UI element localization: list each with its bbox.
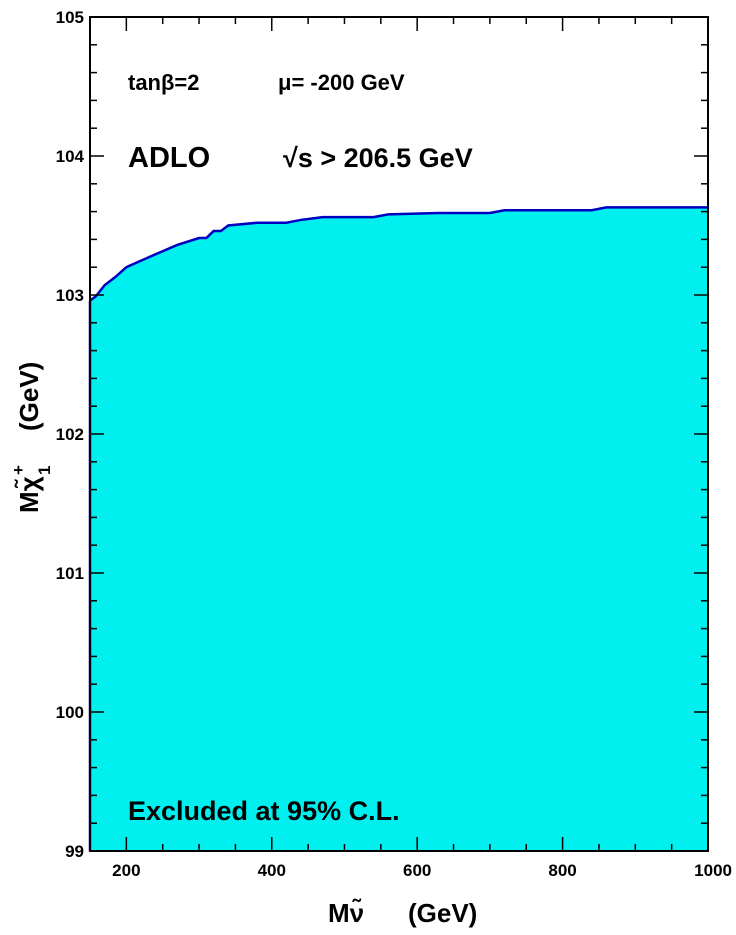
annotation-excluded-region: Excluded at 95% C.L.: [128, 796, 400, 826]
annotation-energy: √s > 206.5 GeV: [283, 143, 473, 173]
exclusion-boundary-line: [89, 206, 708, 302]
plot-area: 200 400 600 800 1000 99 100 101 102 103 104 105: [56, 8, 732, 880]
x-tick-label: 1000: [694, 861, 732, 880]
y-axis-label: Mχ̃: [14, 476, 44, 513]
annotation-experiment: ADLO: [128, 142, 210, 174]
annotation-tanbeta: tanβ=2: [128, 70, 200, 95]
y-tick-label: 102: [56, 425, 84, 444]
x-axis-title: Mν̃ (GeV): [328, 898, 477, 928]
y-axis-label-superscript: +: [9, 465, 28, 475]
x-tick-label: 600: [403, 861, 431, 880]
y-axis-title: Mχ̃ + 1 (GeV): [9, 362, 54, 513]
y-tick-label: 104: [56, 147, 85, 166]
annotation-mu: μ= -200 GeV: [278, 70, 405, 95]
x-tick-label: 400: [258, 861, 286, 880]
annotations: tanβ=2 μ= -200 GeV ADLO √s > 206.5 GeV E…: [128, 70, 473, 826]
excluded-area: [90, 207, 708, 851]
y-tick-label: 101: [56, 564, 84, 583]
x-tick-label: 800: [548, 861, 576, 880]
y-tick-label: 99: [65, 842, 84, 861]
x-axis-label: Mν̃: [328, 898, 364, 928]
y-tick-label: 105: [56, 8, 84, 27]
x-axis-unit: (GeV): [408, 898, 477, 928]
y-axis-unit: (GeV): [14, 362, 44, 431]
y-axis-label-subscript: 1: [35, 466, 54, 475]
y-tick-label: 100: [56, 703, 84, 722]
x-tick-label: 200: [112, 861, 140, 880]
y-tick-label: 103: [56, 286, 84, 305]
